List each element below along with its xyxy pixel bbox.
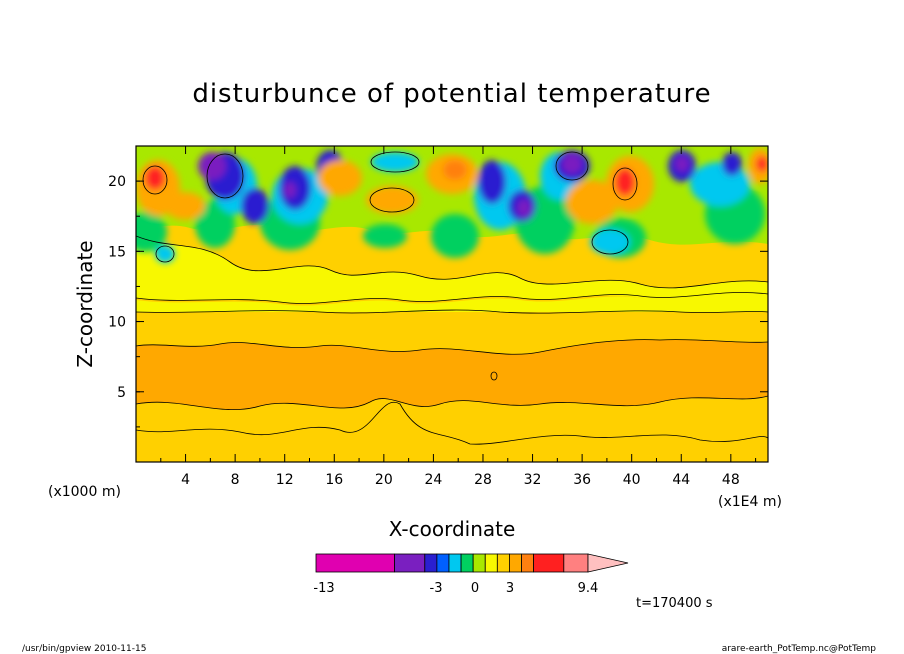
colorbar-segment — [533, 553, 565, 573]
colorbar-segment — [315, 553, 395, 573]
field-band-yellow-upper — [136, 236, 768, 304]
colorbar-segment — [521, 553, 534, 573]
y-tick-label: 20 — [108, 174, 126, 190]
colorbar-label: 9.4 — [578, 581, 599, 596]
y-tick-label: 10 — [108, 315, 126, 331]
y-axis-unit: (x1000 m) — [48, 484, 121, 500]
colorbar-segment — [563, 553, 589, 573]
x-axis-unit: (x1E4 m) — [718, 494, 782, 510]
y-axis-ticks: 5 10 15 20 — [108, 174, 768, 428]
colorbar-segment — [509, 553, 522, 573]
x-tick-label: 36 — [573, 472, 591, 488]
time-label: t=170400 s — [636, 596, 713, 611]
footer-left: /usr/bin/gpview 2010-11-15 — [22, 644, 146, 654]
plot-area — [136, 146, 768, 462]
colorbar-label: -3 — [430, 581, 443, 596]
x-tick-label: 32 — [524, 472, 542, 488]
x-tick-label: 8 — [231, 472, 240, 488]
colorbar-label: 3 — [506, 581, 514, 596]
colorbar-segment — [448, 553, 462, 573]
x-tick-label: 16 — [325, 472, 343, 488]
contour-lines — [136, 151, 768, 445]
x-tick-label: 20 — [375, 472, 393, 488]
colorbar-segment — [436, 553, 450, 573]
field-band-warm — [136, 339, 768, 410]
colorbar-segment — [424, 553, 438, 573]
x-tick-label: 28 — [474, 472, 492, 488]
colorbar-segment — [394, 553, 426, 573]
x-tick-label: 40 — [623, 472, 641, 488]
y-tick-label: 5 — [117, 385, 126, 401]
colorbar-segment — [496, 553, 510, 573]
x-tick-label: 24 — [424, 472, 442, 488]
y-axis-label: Z-coordinate — [73, 240, 97, 367]
colorbar-segment — [484, 553, 498, 573]
colorbar-extension — [587, 553, 629, 573]
footer-right: arare-earth_PotTemp.nc@PotTemp — [722, 644, 877, 654]
x-tick-label: 4 — [181, 472, 190, 488]
colorbar-label: -13 — [313, 581, 334, 596]
field-band-yellow — [136, 294, 768, 312]
field-blobs — [136, 148, 768, 263]
x-tick-label: 44 — [672, 472, 690, 488]
plot-frame — [135, 145, 769, 463]
colorbar: -13 -3 0 3 9.4 — [313, 553, 629, 596]
y-tick-label: 15 — [108, 244, 126, 260]
colorbar-segment — [472, 553, 486, 573]
x-tick-label: 48 — [722, 472, 740, 488]
colorbar-segment — [460, 553, 474, 573]
x-tick-label: 12 — [276, 472, 294, 488]
x-axis-label: X-coordinate — [389, 517, 516, 541]
colorbar-label: 0 — [471, 581, 479, 596]
x-axis-ticks: 4 8 12 16 20 24 28 32 36 40 44 48 — [160, 146, 757, 488]
chart-title: disturbunce of potential temperature — [192, 79, 711, 109]
